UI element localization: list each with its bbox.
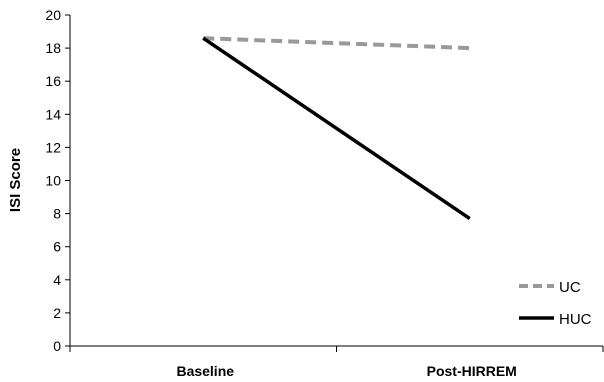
x-axis: Baseline Post-HIRREM <box>69 345 604 379</box>
y-tick-label: 20 <box>45 7 61 23</box>
legend: UC HUC <box>519 279 592 328</box>
y-axis: 0 2 4 6 8 10 12 14 16 18 20 <box>45 7 71 354</box>
y-tick-label: 0 <box>53 338 61 354</box>
y-tick-label: 8 <box>53 206 61 222</box>
y-tick-label: 14 <box>45 106 61 122</box>
y-tick-label: 18 <box>45 40 61 56</box>
y-tick-label: 10 <box>45 173 61 189</box>
x-tick-label: Baseline <box>176 363 234 379</box>
legend-label-huc: HUC <box>559 311 592 328</box>
y-tick-label: 16 <box>45 73 61 89</box>
series-lines <box>202 36 471 221</box>
y-tick-label: 6 <box>53 239 61 255</box>
x-tick-label: Post-HIRREM <box>427 363 517 379</box>
y-tick-label: 2 <box>53 305 61 321</box>
legend-label-uc: UC <box>559 279 581 296</box>
y-axis-title: ISI Score <box>7 148 24 212</box>
series-line-uc <box>203 36 470 51</box>
y-tick-label: 4 <box>53 272 61 288</box>
y-tick-label: 12 <box>45 139 61 155</box>
series-line-huc <box>202 36 471 221</box>
